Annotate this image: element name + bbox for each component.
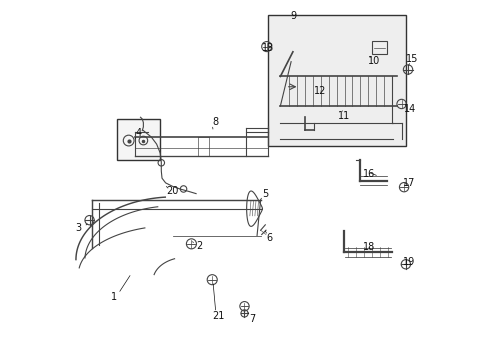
- Text: 3: 3: [76, 224, 81, 233]
- Text: 7: 7: [249, 314, 255, 324]
- Text: 21: 21: [211, 311, 224, 320]
- Text: 16: 16: [363, 168, 375, 179]
- Text: 1: 1: [110, 292, 117, 302]
- Text: 10: 10: [367, 56, 380, 66]
- Text: 18: 18: [363, 242, 375, 252]
- Text: 4: 4: [135, 128, 142, 138]
- Text: 12: 12: [313, 86, 325, 96]
- Text: 11: 11: [337, 111, 349, 121]
- Text: 20: 20: [165, 186, 178, 197]
- Text: 9: 9: [289, 11, 296, 21]
- Text: 17: 17: [403, 178, 415, 188]
- Text: 15: 15: [406, 54, 418, 64]
- Text: 8: 8: [212, 117, 218, 127]
- Bar: [371, 41, 386, 54]
- Text: 19: 19: [402, 257, 414, 267]
- Text: 2: 2: [196, 241, 203, 251]
- Text: 14: 14: [404, 104, 416, 114]
- Text: 5: 5: [262, 189, 268, 199]
- Bar: [267, 15, 405, 146]
- Bar: [117, 119, 160, 160]
- Text: 13: 13: [262, 43, 274, 53]
- Text: 6: 6: [266, 233, 272, 243]
